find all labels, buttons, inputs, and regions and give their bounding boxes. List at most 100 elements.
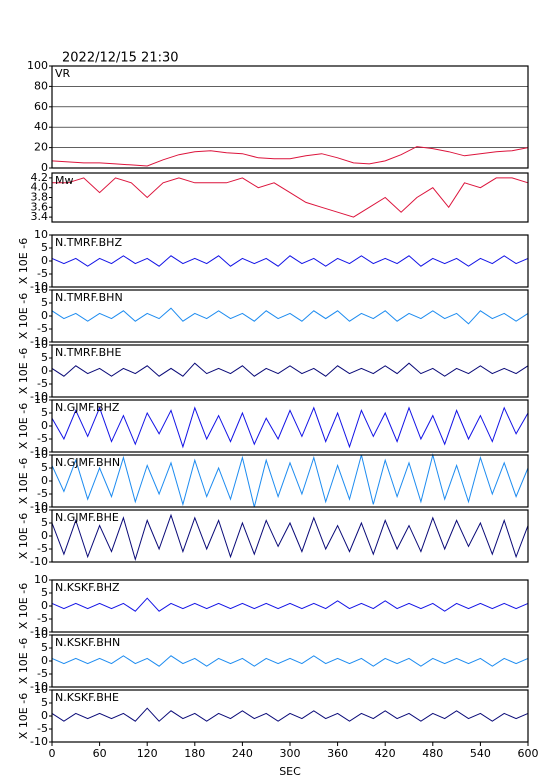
y-tick-label: -10	[30, 445, 48, 458]
trace	[51, 513, 529, 562]
y-tick-label: -5	[37, 487, 48, 500]
panel-frame	[51, 172, 529, 223]
y-tick-label: 5	[41, 461, 48, 474]
panel-frame	[51, 289, 529, 343]
y-tick-label: 0	[41, 599, 48, 612]
y-axis-label: X 10E -6	[17, 293, 30, 339]
y-tick-label: 80	[34, 79, 48, 92]
y-tick-label: 0	[41, 309, 48, 322]
y-tick-label: 3.6	[31, 200, 49, 213]
y-tick-label: 10	[34, 573, 48, 586]
x-tick-label: 180	[184, 747, 205, 760]
y-tick-label: 0	[41, 654, 48, 667]
y-tick-label: 4.0	[31, 181, 49, 194]
y-tick-label: 5	[41, 241, 48, 254]
y-tick-label: -5	[37, 542, 48, 555]
y-tick-label: 0	[41, 254, 48, 267]
trace	[51, 655, 529, 667]
y-tick-label: -10	[30, 280, 48, 293]
trace	[51, 255, 529, 267]
y-tick-label: -5	[37, 267, 48, 280]
panel-frame	[51, 579, 529, 633]
y-tick-label: 5	[41, 641, 48, 654]
y-tick-label: 5	[41, 516, 48, 529]
y-axis-label: X 10E -6	[17, 638, 30, 684]
y-tick-label: 5	[41, 351, 48, 364]
y-tick-label: 10	[34, 503, 48, 516]
y-tick-label: 0	[41, 474, 48, 487]
y-tick-label: 40	[34, 120, 48, 133]
y-tick-label: 0	[41, 529, 48, 542]
x-tick-label: 240	[232, 747, 253, 760]
y-tick-label: -5	[37, 612, 48, 625]
y-tick-label: 3.8	[31, 191, 49, 204]
x-tick-label: 480	[422, 747, 443, 760]
panel-frame	[51, 399, 529, 453]
panel-frame	[51, 344, 529, 398]
trace	[51, 597, 529, 612]
panel-frame	[51, 689, 529, 743]
y-tick-label: -10	[30, 500, 48, 513]
panel-frame	[51, 509, 529, 563]
y-tick-label: -10	[30, 680, 48, 693]
y-tick-label: 5	[41, 296, 48, 309]
chart-title: 2022/12/15 21:30	[62, 51, 179, 66]
y-tick-label: -5	[37, 722, 48, 735]
y-tick-label: -10	[30, 390, 48, 403]
y-tick-label: 10	[34, 628, 48, 641]
trace	[51, 307, 529, 325]
x-axis-label: SEC	[279, 765, 301, 778]
y-axis-label: X 10E -6	[17, 693, 30, 739]
trace-label: N.TMRF.BHE	[55, 346, 121, 359]
trace	[52, 177, 529, 218]
y-tick-label: 10	[34, 448, 48, 461]
trace	[51, 146, 529, 167]
y-tick-label: 0	[41, 419, 48, 432]
y-tick-label: -10	[30, 555, 48, 568]
trace-label: N.KSKF.BHN	[55, 636, 120, 649]
trace	[51, 707, 529, 722]
y-tick-label: 5	[41, 406, 48, 419]
x-tick-label: 120	[137, 747, 158, 760]
y-tick-label: 0	[41, 364, 48, 377]
y-tick-label: -10	[30, 735, 48, 748]
panel-frame	[51, 65, 529, 169]
x-tick-label: 600	[518, 747, 539, 760]
x-tick-label: 0	[49, 747, 56, 760]
y-tick-label: 5	[41, 586, 48, 599]
y-tick-label: 3.4	[31, 210, 49, 223]
trace	[51, 406, 529, 449]
y-tick-label: 20	[34, 141, 48, 154]
y-tick-label: -5	[37, 667, 48, 680]
y-tick-label: 10	[34, 338, 48, 351]
trace-label: N.TMRF.BHZ	[55, 236, 122, 249]
y-tick-label: 0	[41, 709, 48, 722]
y-tick-label: -10	[30, 335, 48, 348]
y-tick-label: 0	[41, 161, 48, 174]
y-tick-label: 100	[27, 59, 48, 72]
trace-label: N.GJMF.BHE	[55, 511, 119, 524]
y-tick-label: 10	[34, 283, 48, 296]
trace	[51, 362, 529, 377]
trace-label: VR	[55, 67, 71, 80]
trace	[51, 453, 529, 508]
y-tick-label: 10	[34, 683, 48, 696]
y-tick-label: 4.2	[31, 171, 49, 184]
x-tick-label: 300	[280, 747, 301, 760]
x-tick-label: 420	[375, 747, 396, 760]
y-axis-label: X 10E -6	[17, 513, 30, 559]
y-axis-label: X 10E -6	[17, 583, 30, 629]
panel-frame	[51, 454, 529, 508]
y-tick-label: -10	[30, 625, 48, 638]
panel-frame	[51, 634, 529, 688]
x-tick-label: 60	[93, 747, 107, 760]
y-tick-label: 60	[34, 100, 48, 113]
y-axis-label: X 10E -6	[17, 458, 30, 504]
y-tick-label: -5	[37, 432, 48, 445]
y-axis-label: X 10E -6	[17, 403, 30, 449]
y-tick-label: 5	[41, 696, 48, 709]
trace-label: N.TMRF.BHN	[55, 291, 123, 304]
panel-frame	[51, 234, 529, 288]
y-tick-label: -5	[37, 377, 48, 390]
